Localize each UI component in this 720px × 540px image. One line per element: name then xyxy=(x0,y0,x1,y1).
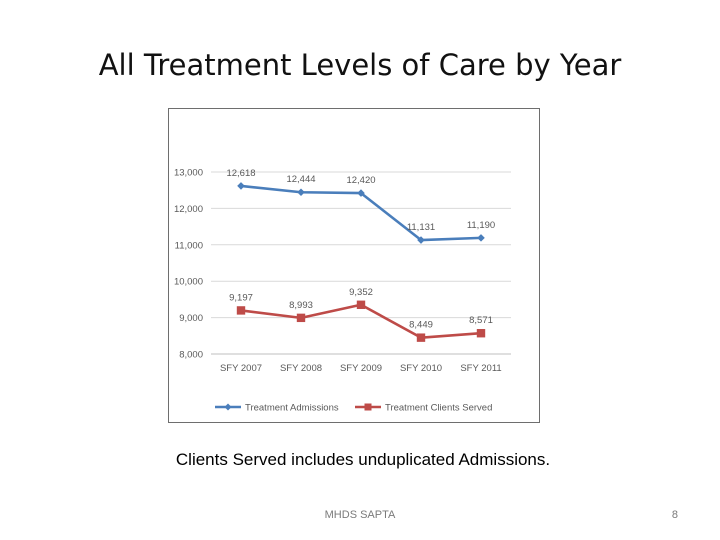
legend-label: Treatment Clients Served xyxy=(385,403,492,414)
data-point xyxy=(237,182,245,190)
series-line-clients-served xyxy=(240,303,482,339)
footer-label: MHDS SAPTA xyxy=(324,509,396,521)
x-tick-label: SFY 2008 xyxy=(280,363,322,374)
x-tick-label: SFY 2010 xyxy=(400,363,442,374)
data-point xyxy=(477,234,485,242)
legend-marker xyxy=(364,403,372,411)
chart-caption: Clients Served includes unduplicated Adm… xyxy=(175,450,551,469)
y-tick-label: 8,000 xyxy=(179,350,203,361)
data-label: 8,993 xyxy=(289,300,313,311)
data-label: 8,449 xyxy=(409,320,433,331)
data-point xyxy=(297,188,305,197)
y-tick-label: 10,000 xyxy=(174,277,203,288)
data-point xyxy=(357,189,365,197)
data-label: 12,420 xyxy=(346,175,375,186)
page-number: 8 xyxy=(671,509,678,521)
legend-label: Treatment Admissions xyxy=(245,403,339,414)
y-tick-label: 11,000 xyxy=(175,240,203,251)
data-point xyxy=(356,300,366,309)
data-point xyxy=(416,333,426,342)
data-point xyxy=(296,313,306,323)
data-label: 12,618 xyxy=(226,168,255,179)
data-label: 9,197 xyxy=(229,292,253,303)
data-label: 12,444 xyxy=(286,174,315,185)
data-point xyxy=(417,236,425,244)
y-tick-label: 9,000 xyxy=(179,313,203,324)
chart-frame: 8,000 9,000 10,000 11,000 12,000 13,000 SFY 20… xyxy=(168,108,540,423)
x-tick-label: SFY 2011 xyxy=(460,363,501,374)
data-point xyxy=(476,329,486,338)
data-label: 9,352 xyxy=(349,287,373,298)
y-tick-label: 12,000 xyxy=(174,204,203,215)
legend-marker xyxy=(224,403,232,411)
y-tick-label: 13,000 xyxy=(174,168,203,179)
x-tick-label: SFY 2007 xyxy=(220,363,262,374)
slide-title: All Treatment Levels of Care by Year xyxy=(98,48,622,82)
data-point xyxy=(236,306,246,315)
line-chart: 8,000 9,000 10,000 11,000 12,000 13,000 SFY 20… xyxy=(174,168,511,414)
data-label: 11,190 xyxy=(467,220,495,231)
data-label: 8,571 xyxy=(469,315,493,326)
x-tick-label: SFY 2009 xyxy=(340,363,382,374)
data-label: 11,131 xyxy=(407,222,435,233)
